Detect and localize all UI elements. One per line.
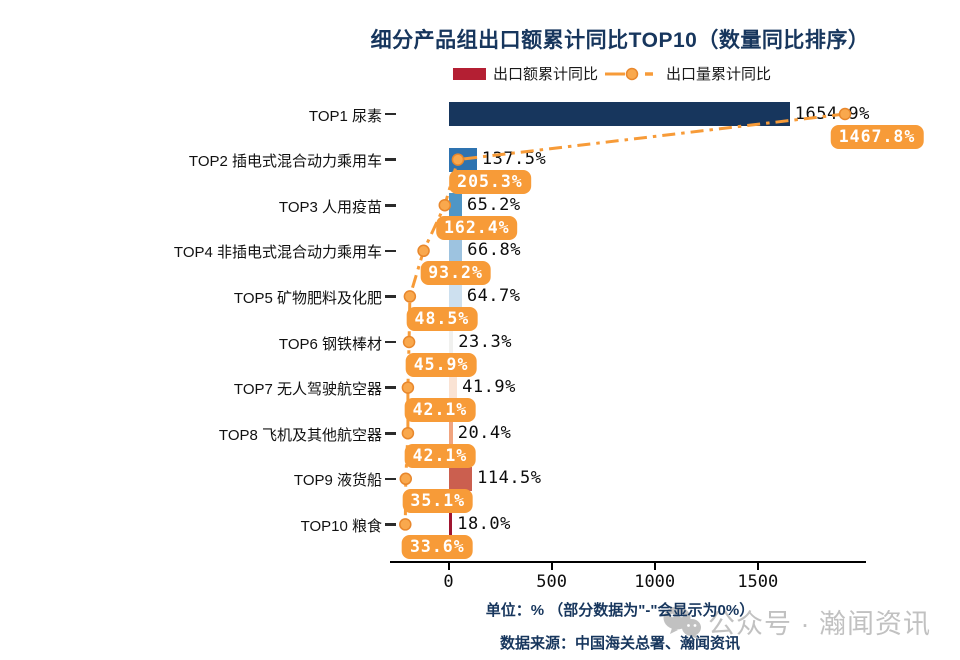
y-tick	[385, 295, 396, 298]
bar-value-label: 23.3%	[458, 331, 512, 352]
bar	[448, 375, 458, 400]
x-axis-line	[390, 561, 866, 563]
watermark-text: 公众号 · 瀚闻资讯	[708, 609, 931, 639]
wechat-icon	[663, 606, 701, 639]
x-axis-tick-label: 0	[443, 572, 454, 592]
y-tick	[385, 249, 396, 253]
bar	[448, 102, 790, 126]
x-axis-tick	[653, 563, 656, 570]
bar-value-label: 65.2%	[466, 194, 521, 215]
category-label: TOP5 矿物肥料及化肥	[233, 289, 382, 307]
y-tick	[385, 204, 396, 207]
line-value-badge: 42.1%	[404, 443, 476, 468]
y-tick	[385, 523, 396, 526]
trend-point	[403, 290, 417, 303]
trend-point	[399, 518, 412, 531]
unit-note: 单位：% （部分数据为"-"会显示为0%）	[485, 602, 755, 619]
bar	[448, 193, 462, 218]
bar-value-label: 66.8%	[467, 240, 521, 261]
bar	[448, 512, 453, 537]
chart-title: 细分产品组出口额累计同比TOP10（数量同比排序）	[370, 29, 870, 52]
legend-bar-label: 出口额累计同比	[492, 66, 598, 83]
y-tick	[385, 432, 396, 435]
y-tick	[385, 386, 396, 389]
x-axis-tick	[756, 563, 759, 570]
category-label: TOP2 插电式混合动力乘用车	[188, 153, 382, 171]
trend-point	[417, 244, 430, 258]
line-value-badge: 48.5%	[406, 306, 478, 331]
category-label: TOP4 非插电式混合动力乘用车	[173, 244, 382, 262]
x-axis-tick	[550, 563, 553, 570]
legend-line-marker-icon	[605, 67, 653, 80]
line-value-badge: 33.6%	[401, 534, 473, 559]
category-label: TOP3 人用疫苗	[278, 198, 382, 216]
bar	[448, 330, 454, 354]
trend-point	[402, 335, 416, 349]
bar-value-label: 41.9%	[462, 377, 516, 398]
legend: 出口额累计同比 出口量累计同比	[452, 63, 772, 84]
line-value-badge: 1467.8%	[830, 124, 924, 149]
x-axis-tick	[447, 563, 450, 570]
bar-value-label: 18.0%	[457, 513, 511, 534]
bar	[448, 238, 463, 263]
bar-value-label: 137.5%	[481, 149, 547, 170]
category-label: TOP8 飞机及其他航空器	[218, 426, 382, 444]
category-label: TOP7 无人驾驶航空器	[233, 381, 382, 399]
category-label: TOP10 粮食	[300, 517, 382, 535]
trend-point	[401, 426, 415, 440]
y-tick	[385, 340, 396, 344]
watermark: 公众号 · 瀚闻资讯	[662, 602, 931, 641]
bar	[448, 466, 473, 491]
bar-value-label: 1654.9%	[794, 103, 870, 124]
bar	[448, 284, 462, 309]
category-label: TOP6 钢铁棒材	[278, 335, 382, 353]
line-value-badge: 162.4%	[435, 215, 518, 240]
line-value-badge: 45.9%	[405, 352, 477, 377]
line-value-badge: 93.2%	[420, 261, 491, 286]
bar-value-label: 20.4%	[457, 422, 512, 443]
line-value-badge: 205.3%	[449, 170, 531, 195]
y-tick	[385, 158, 396, 161]
bar-value-label: 114.5%	[477, 468, 542, 489]
trend-point	[401, 381, 415, 394]
x-axis-tick-label: 500	[536, 572, 567, 592]
line-value-badge: 35.1%	[402, 489, 474, 514]
x-axis-tick-label: 1000	[634, 572, 676, 592]
legend-bar-swatch	[452, 67, 486, 80]
bar	[448, 147, 477, 172]
y-tick	[385, 112, 396, 116]
category-label: TOP9 液货船	[293, 472, 382, 490]
trend-point	[399, 472, 413, 486]
bar	[448, 421, 453, 446]
bar-value-label: 64.7%	[466, 285, 521, 306]
category-label: TOP1 尿素	[308, 107, 382, 125]
legend-line-label: 出口量累计同比	[666, 66, 772, 83]
y-tick	[385, 477, 396, 481]
line-value-badge: 42.1%	[404, 398, 476, 423]
data-source: 数据来源：中国海关总署、瀚闻资讯	[499, 635, 741, 652]
x-axis-tick-label: 1500	[737, 572, 779, 592]
